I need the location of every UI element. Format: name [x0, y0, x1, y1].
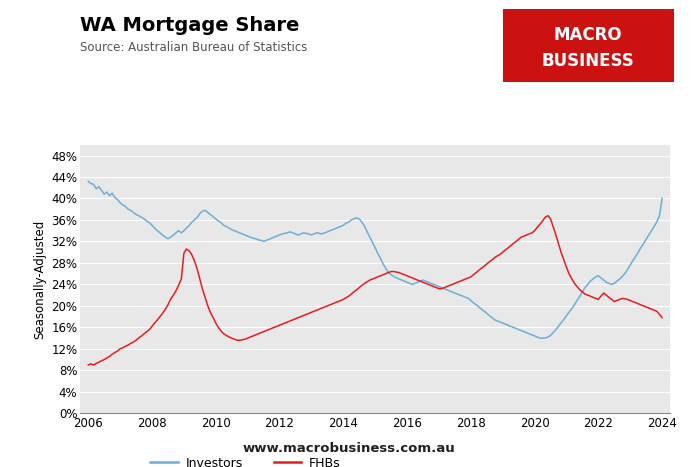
- Text: www.macrobusiness.com.au: www.macrobusiness.com.au: [243, 442, 455, 455]
- Text: WA Mortgage Share: WA Mortgage Share: [80, 16, 299, 35]
- Text: MACRO: MACRO: [554, 27, 623, 44]
- Legend: Investors, FHBs: Investors, FHBs: [145, 452, 346, 467]
- Text: BUSINESS: BUSINESS: [542, 52, 634, 71]
- Y-axis label: Seasonally-Adjusted: Seasonally-Adjusted: [33, 219, 46, 339]
- Text: Source: Australian Bureau of Statistics: Source: Australian Bureau of Statistics: [80, 41, 308, 54]
